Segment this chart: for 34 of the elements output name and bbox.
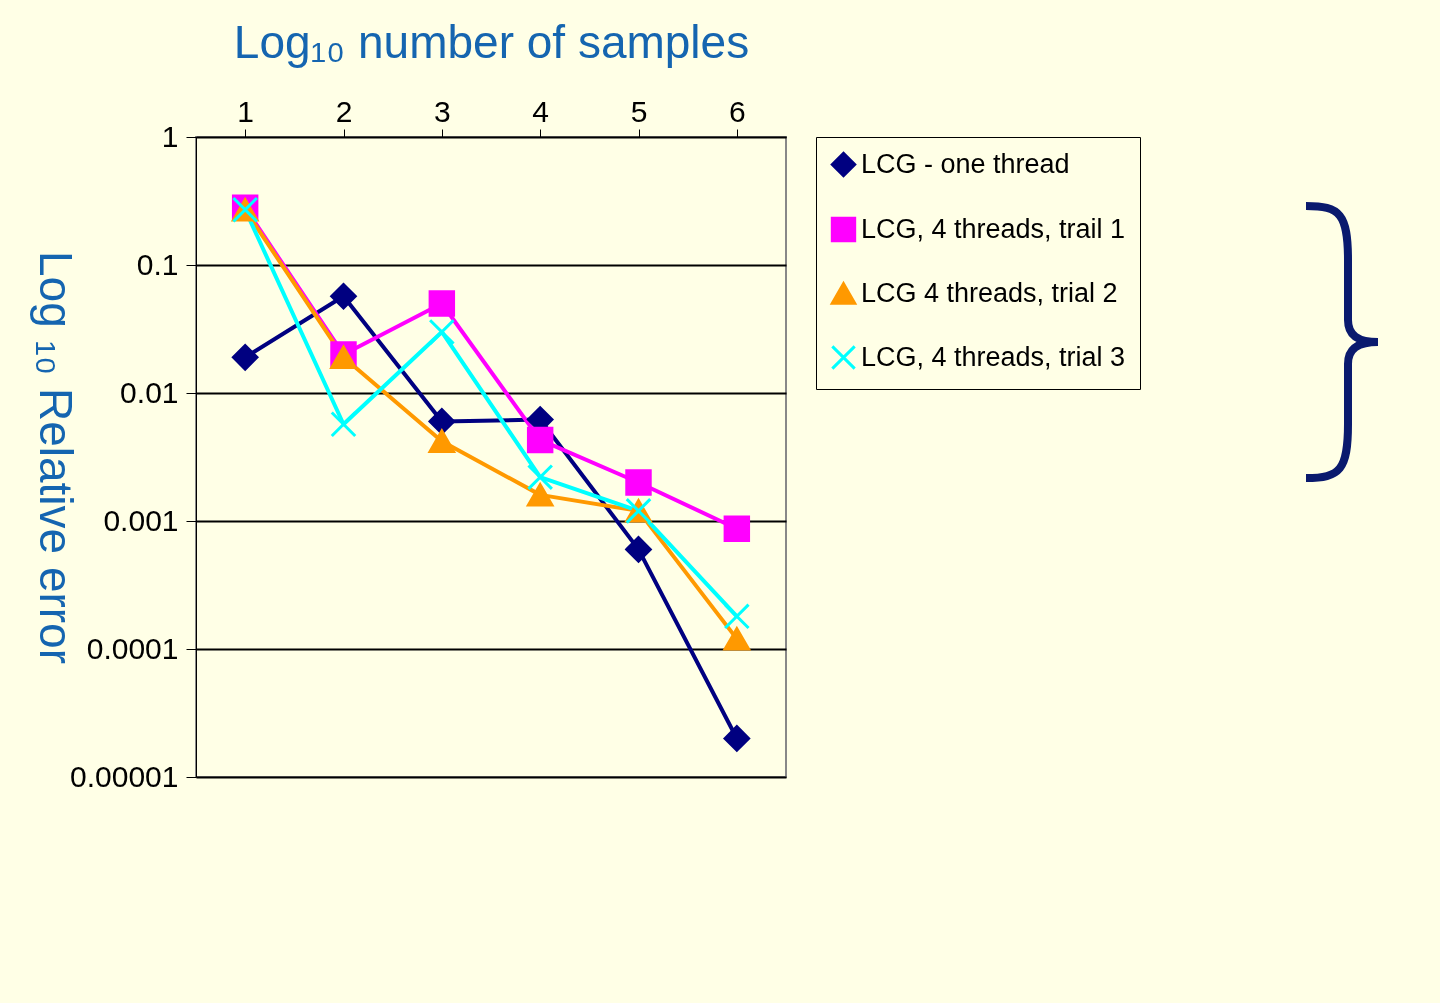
- point: [526, 483, 554, 507]
- point: [428, 429, 456, 453]
- point: [625, 469, 652, 496]
- point: [723, 603, 751, 630]
- x-tick-label: 1: [237, 94, 255, 128]
- y-tick-label: 0.1: [136, 247, 179, 281]
- y-tick-label: 0.00001: [70, 759, 179, 793]
- y-axis-title: Log ₁₀ Relative error: [30, 250, 83, 665]
- x-tick-label: 4: [532, 94, 550, 128]
- x-tick-label: 2: [335, 94, 353, 128]
- point: [330, 411, 357, 438]
- point: [526, 463, 554, 491]
- legend-label: LCG 4 threads, trial 2: [861, 277, 1118, 308]
- point: [723, 725, 751, 752]
- point: [723, 627, 751, 651]
- x-tick-label: 5: [630, 94, 648, 128]
- point: [330, 283, 357, 310]
- legend-label: LCG, 4 threads, trail 1: [861, 213, 1126, 244]
- y-tick-label: 1: [161, 119, 179, 153]
- x-tick-label: 6: [728, 94, 746, 128]
- legend-label: LCG, 4 threads, trial 3: [861, 341, 1126, 372]
- y-tick-label: 0.01: [120, 375, 179, 409]
- point: [428, 290, 456, 317]
- legend-label: LCG - one thread: [861, 148, 1070, 179]
- point: [625, 536, 652, 563]
- point: [231, 344, 259, 371]
- point: [723, 515, 751, 542]
- point: [428, 318, 456, 346]
- point: [428, 408, 456, 435]
- point: [526, 426, 554, 454]
- y-tick-label: 0.001: [103, 503, 179, 537]
- x-tick-label: 3: [433, 94, 451, 128]
- x-axis-title: Log₁₀ number of samples: [233, 15, 750, 68]
- y-tick-label: 0.0001: [86, 631, 179, 665]
